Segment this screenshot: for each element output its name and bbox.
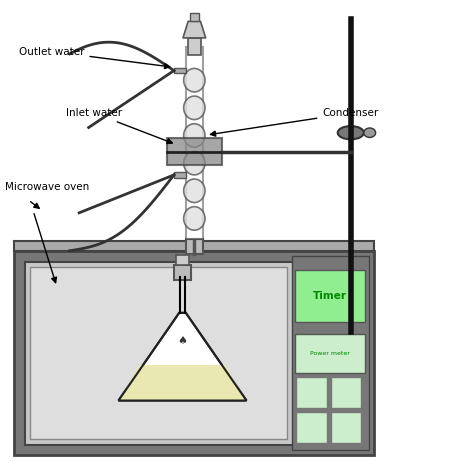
Text: Microwave oven: Microwave oven xyxy=(5,182,89,192)
Text: Power meter: Power meter xyxy=(310,351,350,356)
Ellipse shape xyxy=(183,96,205,119)
Bar xyxy=(174,68,186,73)
Bar xyxy=(14,241,374,251)
Ellipse shape xyxy=(183,179,205,202)
Bar xyxy=(174,265,191,280)
Ellipse shape xyxy=(183,68,205,92)
Polygon shape xyxy=(118,313,246,401)
Bar xyxy=(25,262,293,445)
Polygon shape xyxy=(118,365,246,401)
Bar xyxy=(176,255,189,265)
Text: Timer: Timer xyxy=(313,291,347,301)
Bar xyxy=(292,256,369,450)
Bar xyxy=(188,38,201,55)
Bar xyxy=(14,251,374,455)
Ellipse shape xyxy=(183,124,205,147)
Bar xyxy=(296,377,327,408)
Polygon shape xyxy=(183,21,206,38)
Bar xyxy=(186,47,203,239)
Bar xyxy=(295,270,365,322)
Text: Outlet water: Outlet water xyxy=(19,46,170,69)
Ellipse shape xyxy=(183,207,205,230)
Bar xyxy=(295,334,365,373)
Ellipse shape xyxy=(364,128,375,137)
Bar xyxy=(167,138,222,165)
Bar xyxy=(30,267,287,439)
Bar xyxy=(190,13,199,21)
Bar xyxy=(296,412,327,443)
Ellipse shape xyxy=(337,126,364,139)
Bar xyxy=(331,377,362,408)
Text: Condenser: Condenser xyxy=(210,108,379,136)
Bar xyxy=(174,172,186,178)
Text: Inlet water: Inlet water xyxy=(66,108,172,144)
Ellipse shape xyxy=(183,151,205,175)
Text: ♠: ♠ xyxy=(177,336,188,346)
Bar xyxy=(331,412,362,443)
Bar xyxy=(186,239,203,254)
